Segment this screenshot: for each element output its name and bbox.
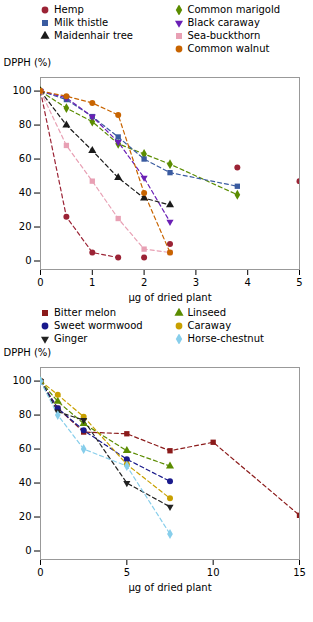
svg-text:1: 1 xyxy=(89,277,95,288)
html-text:Black caraway: Black caraway xyxy=(187,17,260,28)
svg-text:60: 60 xyxy=(19,443,32,454)
svg-text:100: 100 xyxy=(12,85,31,96)
svg-text:μg of dried plant: μg of dried plant xyxy=(128,292,211,303)
svg-text:0: 0 xyxy=(25,255,31,266)
svg-text:60: 60 xyxy=(19,153,32,164)
html-text:Sweet wormwood: Sweet wormwood xyxy=(54,320,143,331)
html-text:Horse-chestnut: Horse-chestnut xyxy=(187,333,264,344)
svg-text:DPPH (%): DPPH (%) xyxy=(4,57,52,68)
html-text:Caraway: Caraway xyxy=(187,320,232,331)
svg-text:2: 2 xyxy=(141,277,147,288)
html-text:Ginger: Ginger xyxy=(54,333,88,344)
html-text:Linseed: Linseed xyxy=(187,307,227,318)
svg-text:80: 80 xyxy=(19,409,32,420)
html-text:Milk thistle: Milk thistle xyxy=(54,17,109,28)
html-text:Bitter melon: Bitter melon xyxy=(54,307,117,318)
svg-text:20: 20 xyxy=(19,221,32,232)
svg-text:0: 0 xyxy=(25,545,31,556)
svg-text:40: 40 xyxy=(19,187,32,198)
svg-text:20: 20 xyxy=(19,511,32,522)
html-text:Common marigold: Common marigold xyxy=(187,4,281,15)
svg-text:5: 5 xyxy=(124,567,130,578)
svg-text:15: 15 xyxy=(293,567,306,578)
svg-text:40: 40 xyxy=(19,477,32,488)
svg-text:4: 4 xyxy=(245,277,251,288)
svg-text:DPPH (%): DPPH (%) xyxy=(4,347,52,358)
svg-text:5: 5 xyxy=(296,277,302,288)
html-text:Sea-buckthorn: Sea-buckthorn xyxy=(187,30,261,41)
svg-text:0: 0 xyxy=(37,277,43,288)
html-text:Common walnut: Common walnut xyxy=(187,43,270,54)
svg-text:10: 10 xyxy=(207,567,220,578)
svg-text:μg of dried plant: μg of dried plant xyxy=(128,582,211,593)
html-text:Maidenhair tree: Maidenhair tree xyxy=(54,30,133,41)
svg-text:3: 3 xyxy=(193,277,199,288)
svg-text:100: 100 xyxy=(12,375,31,386)
svg-text:0: 0 xyxy=(37,567,43,578)
html-text:Hemp: Hemp xyxy=(54,4,84,15)
svg-text:80: 80 xyxy=(19,119,32,130)
